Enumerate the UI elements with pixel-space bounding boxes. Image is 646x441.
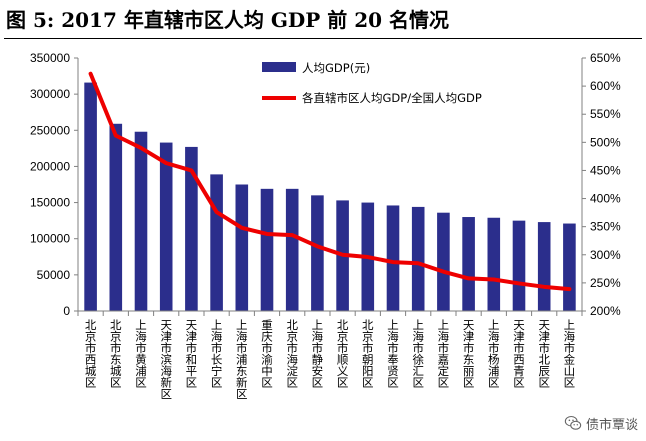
bar [311,195,324,311]
line-path [88,71,572,292]
bar [159,142,173,311]
y-right-tick-label: 550% [590,107,621,121]
y-right-tick-label: 600% [590,79,621,93]
legend-swatch-bar [262,62,296,72]
bar [235,184,249,311]
x-category-label: 北京市朝阳区 [361,319,375,388]
x-category-label: 天津市西青区 [512,319,526,388]
line-point [315,244,319,248]
y-right-tick-label: 200% [590,304,621,318]
line-point [467,276,471,280]
x-category-label: 天津市东丽区 [462,319,476,388]
bar [411,206,425,311]
y-right-tick-label: 350% [590,220,621,234]
x-category-label: 上海市金山区 [562,319,576,388]
x-category-label: 上海市浦东新区 [235,319,249,400]
x-category-label: 上海市静安区 [310,319,324,388]
bar [84,82,97,311]
line-point [542,285,546,289]
x-category-label: 上海市长宁区 [210,319,224,388]
bar [185,146,198,311]
legend-label-line: 各直辖市区人均GDP/全国人均GDP [302,91,482,105]
watermark: 债市覃谈 [561,413,640,433]
line-point [139,146,143,150]
line-point [189,168,193,172]
bar [285,188,299,311]
line-point [290,233,294,237]
line-point [416,261,420,265]
bar [109,123,123,311]
line-point [391,260,395,264]
bar [210,174,223,311]
y-left-tick-label: 50000 [37,268,71,282]
line-series [88,71,572,292]
bar [537,222,551,311]
bar [487,217,501,311]
y-axis-left: 0 50000 100000 150000 200000 250000 300000 3500… [30,51,79,318]
title-divider [4,38,642,39]
line-point [441,270,445,274]
y-left-tick-label: 100000 [30,232,70,246]
x-category-label: 上海市奉贤区 [386,319,400,388]
y-left-tick-label: 0 [63,304,70,318]
x-category-label: 北京市西城区 [84,319,98,388]
y-left-tick-label: 300000 [30,87,70,101]
x-category-label: 上海市黄浦区 [134,319,148,388]
y-left-tick-label: 250000 [30,123,70,137]
bar [462,217,475,311]
x-category-label: 上海市杨浦区 [487,319,501,388]
line-point [517,281,521,285]
wechat-icon [564,415,582,430]
x-axis: 北京市西城区 北京市东城区 上海市黄浦区 天津市滨海新区 天津市和平区 上海市长宁区 上海市… [77,310,583,400]
x-category-label: 重庆市渝中区 [260,318,274,388]
line-point [215,210,219,214]
bar [437,212,450,311]
y-right-tick-label: 450% [590,163,621,177]
line-point [89,72,93,76]
x-category-label: 上海市徐汇区 [411,319,425,388]
bar [512,220,526,311]
x-category-label: 天津市滨海新区 [159,319,173,400]
legend-label-bar: 人均GDP(元) [302,61,370,75]
x-category-label: 天津市和平区 [184,319,198,388]
page-title: 图 5: 2017 年直辖市区人均 GDP 前 20 名情况 [6,8,449,32]
bar [386,205,400,311]
y-axis-right: 200% 250% 300% 350% 400% 450% 500% 550% 600% 650% [581,51,621,318]
bar [260,188,274,311]
bar [134,131,148,311]
y-right-tick-label: 250% [590,276,621,290]
x-category-label: 北京市海淀区 [285,319,299,388]
line-point [492,278,496,282]
line-point [240,226,244,230]
x-category-label: 北京市顺义区 [336,319,350,388]
x-category-label: 上海市嘉定区 [436,319,450,388]
y-left-tick-label: 150000 [30,196,70,210]
y-right-tick-label: 500% [590,135,621,149]
watermark-text: 债市覃谈 [585,417,638,433]
x-category-label: 天津市北辰区 [537,319,551,388]
y-right-tick-label: 650% [590,51,621,65]
line-point [366,255,370,259]
bar-series [84,82,576,311]
bar [563,223,576,311]
line-point [164,161,168,165]
legend: 人均GDP(元) 各直辖市区人均GDP/全国人均GDP [262,61,482,105]
y-left-tick-label: 200000 [30,159,70,173]
x-category-label: 北京市东城区 [109,319,123,388]
y-left-tick-label: 350000 [30,51,70,65]
y-right-tick-label: 300% [590,248,621,262]
line-point [114,134,118,138]
line-point [341,253,345,257]
y-right-tick-label: 400% [590,192,621,206]
line-point [567,287,571,291]
line-point [265,232,269,236]
